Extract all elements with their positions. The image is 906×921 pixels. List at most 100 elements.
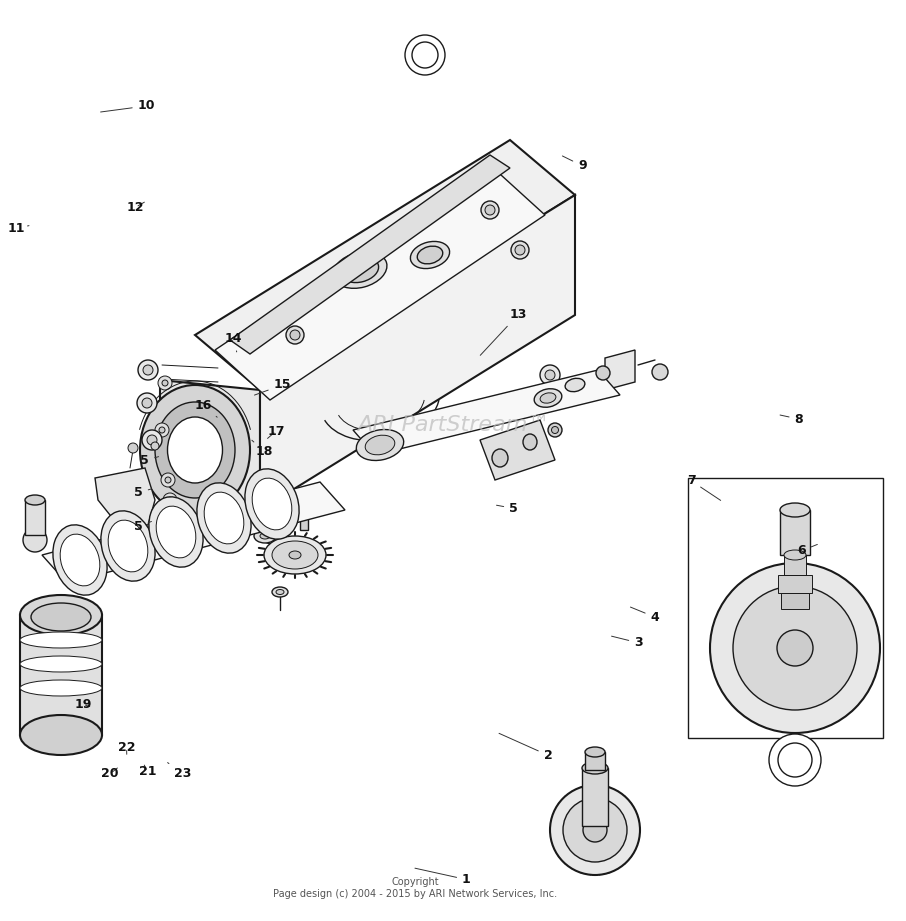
- Text: 18: 18: [252, 440, 273, 458]
- Ellipse shape: [540, 393, 556, 403]
- Circle shape: [769, 734, 821, 786]
- Bar: [20, 615, 102, 735]
- Text: 13: 13: [480, 309, 526, 356]
- Circle shape: [515, 245, 525, 255]
- Ellipse shape: [272, 587, 288, 597]
- Ellipse shape: [20, 656, 102, 672]
- Ellipse shape: [155, 402, 235, 498]
- Text: 5: 5: [496, 502, 518, 515]
- Text: 5: 5: [134, 520, 151, 533]
- Polygon shape: [353, 370, 620, 455]
- Circle shape: [405, 35, 445, 75]
- Ellipse shape: [264, 536, 326, 574]
- Text: 5: 5: [134, 486, 151, 499]
- Circle shape: [412, 42, 438, 68]
- Circle shape: [128, 443, 138, 453]
- Circle shape: [23, 528, 47, 552]
- Ellipse shape: [53, 525, 107, 595]
- Ellipse shape: [20, 715, 102, 755]
- Ellipse shape: [20, 632, 102, 648]
- Text: ARI PartStream™: ARI PartStream™: [357, 415, 549, 435]
- Circle shape: [733, 586, 857, 710]
- Ellipse shape: [245, 469, 299, 539]
- Bar: [784, 555, 806, 575]
- Text: 23: 23: [168, 763, 191, 780]
- Circle shape: [540, 365, 560, 385]
- Text: 22: 22: [118, 741, 135, 754]
- Circle shape: [165, 477, 171, 483]
- Ellipse shape: [254, 529, 276, 543]
- Bar: [780, 510, 810, 555]
- Circle shape: [485, 205, 495, 215]
- Text: 4: 4: [631, 607, 660, 624]
- Ellipse shape: [548, 423, 562, 437]
- Ellipse shape: [565, 379, 585, 391]
- Ellipse shape: [20, 595, 102, 635]
- Circle shape: [777, 630, 813, 666]
- Ellipse shape: [25, 495, 45, 505]
- Ellipse shape: [108, 520, 148, 572]
- Ellipse shape: [20, 680, 102, 696]
- Ellipse shape: [272, 541, 318, 569]
- Polygon shape: [215, 165, 545, 400]
- Ellipse shape: [197, 483, 251, 554]
- Bar: [582, 768, 608, 826]
- Text: 10: 10: [101, 99, 155, 112]
- Ellipse shape: [552, 426, 558, 434]
- Text: 16: 16: [195, 399, 217, 417]
- Ellipse shape: [333, 251, 387, 288]
- Text: 3: 3: [612, 636, 643, 649]
- Circle shape: [511, 241, 529, 259]
- Bar: [278, 508, 288, 548]
- Text: 2: 2: [499, 733, 553, 762]
- Circle shape: [563, 798, 627, 862]
- Text: 1: 1: [415, 869, 471, 886]
- Text: 14: 14: [225, 332, 242, 352]
- Ellipse shape: [204, 492, 244, 544]
- Ellipse shape: [780, 503, 810, 517]
- Polygon shape: [260, 195, 575, 510]
- Circle shape: [137, 393, 157, 413]
- Bar: [280, 505, 286, 511]
- Ellipse shape: [149, 496, 203, 567]
- Ellipse shape: [140, 385, 250, 515]
- Circle shape: [158, 376, 172, 390]
- Ellipse shape: [260, 533, 270, 539]
- Ellipse shape: [585, 747, 605, 757]
- Circle shape: [778, 743, 812, 777]
- Bar: [25, 500, 45, 535]
- Circle shape: [142, 398, 152, 408]
- Circle shape: [286, 326, 304, 344]
- Ellipse shape: [342, 257, 379, 283]
- Ellipse shape: [365, 436, 395, 455]
- Text: 9: 9: [563, 156, 587, 172]
- Ellipse shape: [168, 417, 223, 483]
- Polygon shape: [480, 420, 555, 480]
- Circle shape: [710, 563, 880, 733]
- Ellipse shape: [784, 550, 806, 560]
- Text: 7: 7: [687, 474, 720, 500]
- Text: 6: 6: [797, 544, 817, 557]
- Circle shape: [583, 818, 607, 842]
- Ellipse shape: [276, 589, 284, 594]
- Circle shape: [167, 497, 173, 503]
- Polygon shape: [195, 140, 575, 390]
- Circle shape: [163, 493, 177, 507]
- Circle shape: [652, 364, 668, 380]
- Ellipse shape: [60, 534, 100, 586]
- Ellipse shape: [156, 507, 196, 558]
- Text: 19: 19: [74, 698, 92, 711]
- Polygon shape: [160, 380, 260, 510]
- Circle shape: [159, 427, 165, 433]
- Text: 20: 20: [101, 767, 119, 780]
- Polygon shape: [42, 482, 345, 583]
- Circle shape: [481, 201, 499, 219]
- Circle shape: [142, 430, 162, 450]
- Circle shape: [545, 370, 555, 380]
- Circle shape: [162, 380, 168, 386]
- Text: Copyright
Page design (c) 2004 - 2015 by ARI Network Services, Inc.: Copyright Page design (c) 2004 - 2015 by…: [273, 877, 557, 899]
- Ellipse shape: [492, 449, 508, 467]
- Circle shape: [138, 360, 158, 380]
- Bar: [688, 478, 883, 738]
- Polygon shape: [95, 468, 155, 525]
